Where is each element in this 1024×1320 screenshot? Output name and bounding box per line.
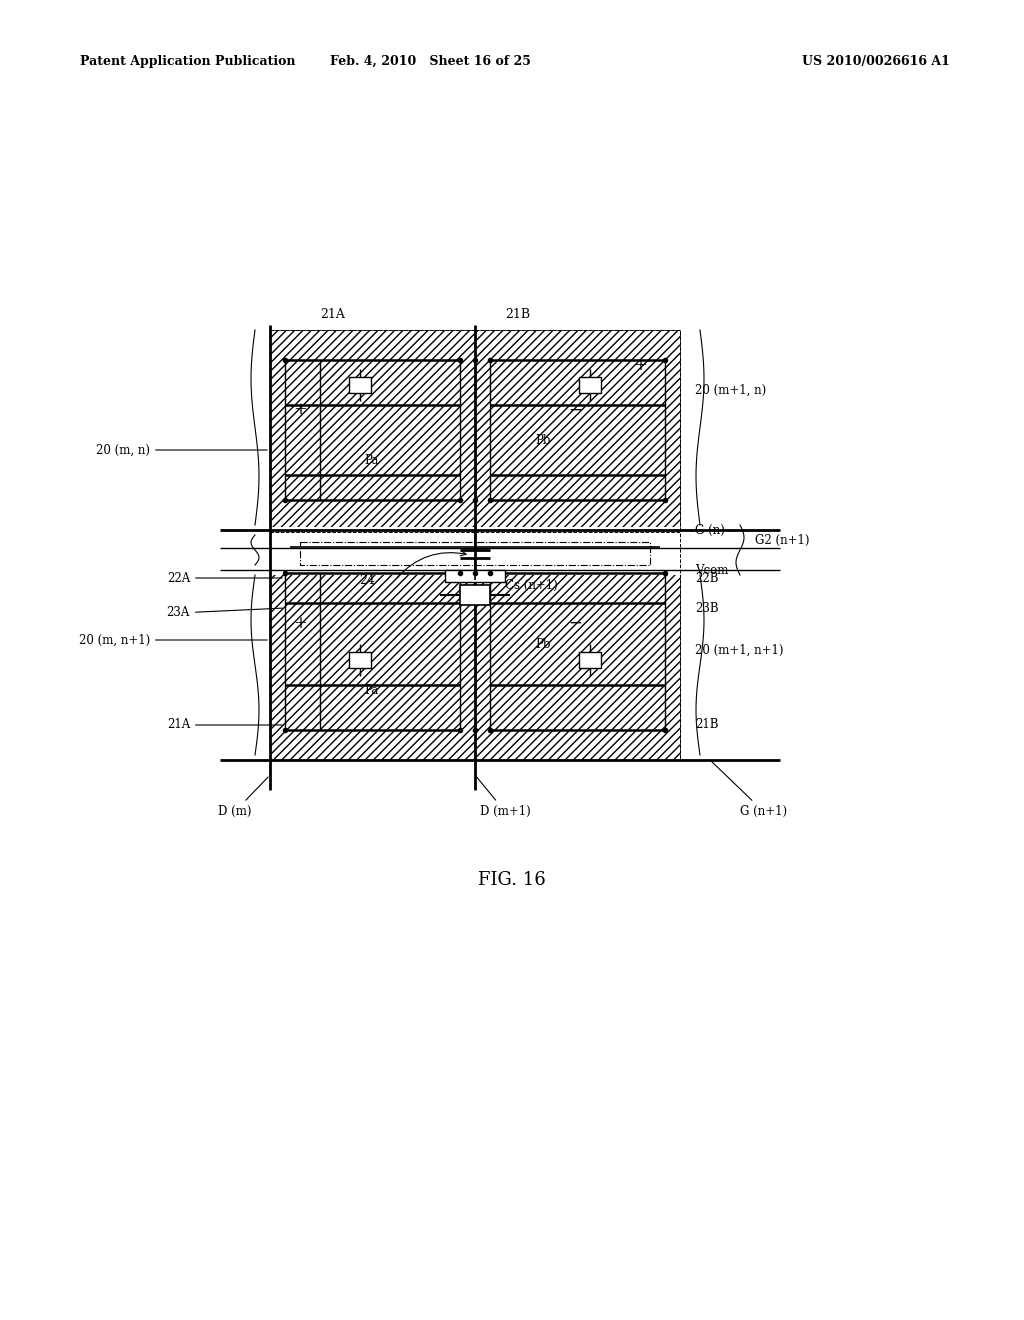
Bar <box>460 585 490 605</box>
Bar <box>579 378 601 393</box>
Bar <box>349 378 371 393</box>
Text: Pa: Pa <box>365 454 379 466</box>
Text: 20 (m, n): 20 (m, n) <box>96 444 267 457</box>
Text: +: + <box>293 401 307 418</box>
Text: D (m): D (m) <box>218 777 268 818</box>
Text: 24: 24 <box>359 573 375 586</box>
Bar <box>250 527 700 576</box>
Bar <box>270 330 475 531</box>
Text: 22A: 22A <box>167 572 283 585</box>
Text: Pb: Pb <box>535 639 551 652</box>
Text: Pa: Pa <box>365 684 379 697</box>
Text: −: − <box>568 615 582 631</box>
Text: −: − <box>568 401 582 418</box>
Text: +: + <box>293 615 307 631</box>
Text: G (n): G (n) <box>695 524 725 536</box>
Bar <box>445 570 505 582</box>
Text: Pb: Pb <box>535 433 551 446</box>
Text: 22B: 22B <box>695 572 719 585</box>
Text: 23A: 23A <box>167 606 283 619</box>
Text: US 2010/0026616 A1: US 2010/0026616 A1 <box>802 55 950 69</box>
Bar <box>349 652 371 668</box>
Bar <box>300 543 650 565</box>
Text: Vcom: Vcom <box>695 564 728 577</box>
Text: D (m+1): D (m+1) <box>477 777 530 818</box>
Text: 21B: 21B <box>505 309 530 322</box>
Text: 20 (m+1, n): 20 (m+1, n) <box>695 384 766 396</box>
Text: 20 (m+1, n+1): 20 (m+1, n+1) <box>695 644 783 656</box>
Text: Cs (n+1): Cs (n+1) <box>505 578 558 591</box>
Bar <box>270 532 475 760</box>
Text: 21B: 21B <box>695 718 719 731</box>
Text: 21A: 21A <box>319 309 345 322</box>
Text: 20 (m, n+1): 20 (m, n+1) <box>79 634 267 647</box>
Bar <box>475 330 680 531</box>
Text: 21A: 21A <box>167 718 283 731</box>
Bar <box>579 652 601 668</box>
Text: Patent Application Publication: Patent Application Publication <box>80 55 296 69</box>
Bar <box>475 532 680 760</box>
Bar <box>475 330 680 531</box>
Bar <box>270 330 475 531</box>
Bar <box>475 531 680 760</box>
Text: 23B: 23B <box>695 602 719 615</box>
Text: +: + <box>633 356 647 374</box>
Text: G (n+1): G (n+1) <box>712 762 787 818</box>
Text: Feb. 4, 2010   Sheet 16 of 25: Feb. 4, 2010 Sheet 16 of 25 <box>330 55 530 69</box>
Text: G2 (n+1): G2 (n+1) <box>755 533 810 546</box>
Text: FIG. 16: FIG. 16 <box>478 871 546 888</box>
Bar <box>270 531 475 760</box>
